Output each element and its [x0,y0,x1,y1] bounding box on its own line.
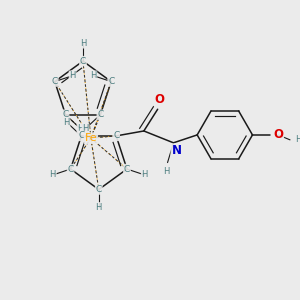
Text: C: C [52,77,58,86]
Text: H: H [96,203,102,212]
Text: C: C [108,77,114,86]
Text: H: H [82,124,89,133]
Text: N: N [171,144,182,157]
Text: C: C [96,185,102,194]
Text: C: C [124,164,130,173]
Text: C: C [68,164,74,173]
Text: Fe: Fe [85,133,97,143]
Text: H: H [295,135,300,144]
Text: H: H [50,170,56,179]
Text: H: H [90,71,97,80]
Text: O: O [273,128,283,141]
Text: C: C [97,110,103,119]
Text: C: C [80,57,86,66]
Text: H: H [69,71,76,80]
Text: C: C [113,131,119,140]
Text: H: H [63,118,70,127]
Text: H: H [77,124,84,133]
Text: H: H [164,167,170,176]
Text: H: H [80,39,86,48]
Text: H: H [142,170,148,179]
Text: O: O [154,93,165,106]
Text: C: C [62,110,69,119]
Text: C: C [78,131,85,140]
